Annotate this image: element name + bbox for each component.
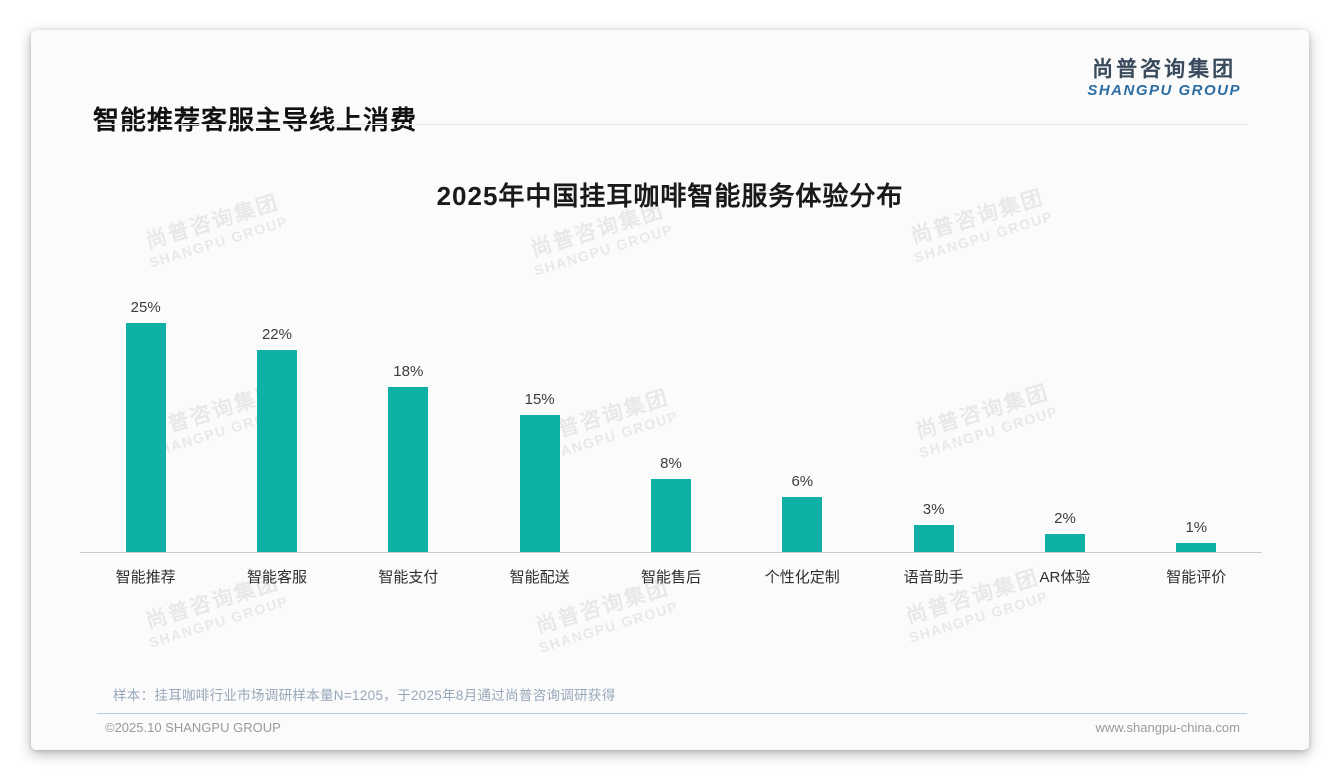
- bar-column: 25% 智能推荐: [80, 293, 211, 586]
- bar-value-label: 6%: [791, 473, 814, 490]
- bar-value-label: 25%: [130, 299, 161, 316]
- sample-note: 样本：挂耳咖啡行业市场调研样本量N=1205，于2025年8月通过尚普咨询调研获…: [113, 688, 616, 703]
- bar-column: 3% 语音助手: [868, 293, 999, 586]
- bar: [519, 415, 560, 552]
- bar-plot: 25% 智能推荐 22% 智能客服 18% 智能支付 15% 智能配送 8% 智能售后 6% 个性化定…: [80, 293, 1262, 586]
- category-label: 个性化定制: [764, 569, 840, 586]
- watermark-text-en: SHANGPU GROUP: [907, 588, 1051, 646]
- watermark-text-en: SHANGPU GROUP: [147, 593, 291, 651]
- logo-text-cn: 尚普咨询集团: [1092, 58, 1237, 81]
- category-label: 智能推荐: [115, 569, 176, 586]
- bar: [913, 525, 954, 552]
- bar: [1044, 534, 1085, 552]
- footer-copyright: ©2025.10 SHANGPU GROUP: [105, 720, 281, 735]
- header-divider: [95, 124, 1247, 125]
- bar-value-label: 3%: [922, 501, 945, 518]
- bar-value-label: 1%: [1185, 519, 1208, 536]
- bar: [125, 323, 166, 552]
- bar-value-label: 18%: [393, 363, 424, 380]
- bar: [1176, 543, 1217, 552]
- bar-value-label: 2%: [1054, 510, 1076, 527]
- bar: [256, 350, 297, 552]
- watermark-text-en: SHANGPU GROUP: [147, 213, 291, 271]
- page-title: 智能推荐客服主导线上消费: [93, 105, 418, 135]
- category-label: 智能评价: [1166, 569, 1227, 586]
- category-label: 智能售后: [640, 569, 701, 586]
- category-label: 智能支付: [378, 569, 439, 586]
- bar-column: 1% 智能评价: [1131, 293, 1262, 586]
- slide-card: 智能推荐客服主导线上消费 尚普咨询集团 SHANGPU GROUP 尚普咨询集团…: [31, 30, 1309, 750]
- bar-column: 22% 智能客服: [211, 293, 342, 586]
- bar-column: 2% AR体验: [999, 293, 1130, 586]
- logo-text-en: SHANGPU GROUP: [1087, 82, 1241, 100]
- bar-value-label: 8%: [660, 455, 682, 472]
- bar: [388, 387, 429, 552]
- category-label: 智能客服: [246, 569, 307, 586]
- bar-value-label: 15%: [524, 391, 555, 408]
- category-label: 智能配送: [509, 569, 570, 586]
- bar-column: 18% 智能支付: [343, 293, 474, 586]
- bar-column: 15% 智能配送: [474, 293, 605, 586]
- footer-divider: [97, 713, 1247, 714]
- bar: [650, 479, 691, 552]
- footer-website: www.shangpu-china.com: [1095, 720, 1240, 735]
- watermark-text-en: SHANGPU GROUP: [532, 221, 676, 279]
- watermark-text-en: SHANGPU GROUP: [537, 598, 681, 656]
- chart-title: 2025年中国挂耳咖啡智能服务体验分布: [436, 181, 904, 211]
- bar: [782, 497, 823, 552]
- bar-column: 8% 智能售后: [605, 293, 736, 586]
- bar-value-label: 22%: [261, 326, 292, 343]
- category-label: 语音助手: [903, 569, 964, 586]
- category-label: AR体验: [1039, 569, 1091, 586]
- bar-column: 6% 个性化定制: [737, 293, 868, 586]
- company-logo: 尚普咨询集团 SHANGPU GROUP: [1087, 58, 1241, 99]
